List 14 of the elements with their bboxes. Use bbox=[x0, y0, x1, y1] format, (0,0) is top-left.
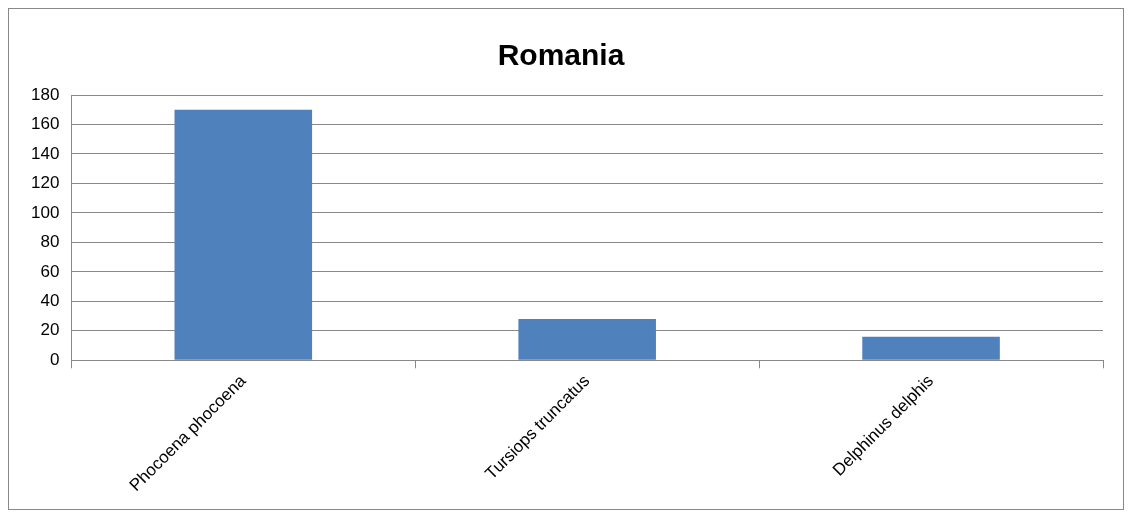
y-tick-label: 80 bbox=[40, 232, 60, 252]
chart-title: Romania bbox=[497, 38, 625, 72]
bar bbox=[518, 319, 656, 360]
y-tick-label: 0 bbox=[49, 349, 60, 369]
y-tick-label: 120 bbox=[30, 173, 60, 193]
y-tick-label: 20 bbox=[40, 320, 60, 340]
y-tick-label: 60 bbox=[40, 261, 60, 281]
bar bbox=[174, 109, 313, 360]
y-tick-label: 160 bbox=[30, 114, 60, 134]
y-tick-label: 140 bbox=[30, 143, 60, 163]
y-tick-label: 100 bbox=[30, 202, 60, 222]
y-tick-label: 40 bbox=[40, 291, 60, 311]
y-tick-label: 180 bbox=[30, 84, 60, 104]
bar bbox=[862, 336, 1000, 360]
